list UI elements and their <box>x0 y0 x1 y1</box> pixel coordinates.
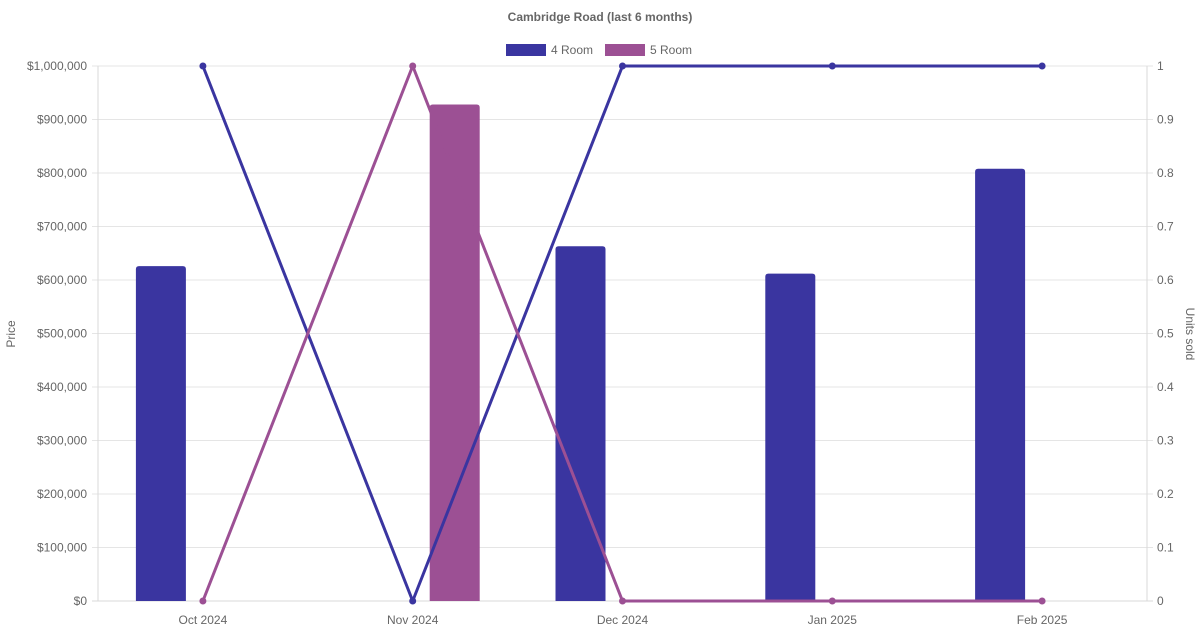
bar-4-room[interactable] <box>975 168 1026 601</box>
y-axis-left-ticks: $0 $100,000 $200,000 $300,000 $400,000 $500,0… <box>27 59 87 608</box>
x-tick-label: Dec 2024 <box>597 613 649 627</box>
y-axis-right-title: Units sold <box>1183 308 1197 361</box>
y-left-tick-label: $700,000 <box>37 220 87 234</box>
legend-swatch-5-room[interactable] <box>605 44 645 56</box>
y-right-tick-label: 0.1 <box>1157 541 1174 555</box>
legend-label-4-room[interactable]: 4 Room <box>551 43 593 57</box>
y-right-tick-label: 0.6 <box>1157 273 1174 287</box>
y-left-tick-label: $200,000 <box>37 487 87 501</box>
point-4-room[interactable] <box>619 62 626 70</box>
y-right-tick-label: 0.4 <box>1157 380 1174 394</box>
point-5-room[interactable] <box>199 597 207 605</box>
bar-5-room[interactable] <box>429 104 480 602</box>
chart-title: Cambridge Road (last 6 months) <box>508 10 693 24</box>
y-right-tick-label: 0.8 <box>1157 166 1174 180</box>
y-left-tick-label: $400,000 <box>37 380 87 394</box>
y-right-tick-label: 0.7 <box>1157 220 1174 234</box>
point-5-room[interactable] <box>409 62 417 70</box>
y-axis-right-ticks: 0 0.1 0.2 0.3 0.4 0.5 0.6 0.7 0.8 0.9 1 <box>1157 59 1174 608</box>
y-left-tick-label: $600,000 <box>37 273 87 287</box>
legend-label-5-room[interactable]: 5 Room <box>650 43 692 57</box>
y-left-tick-label: $900,000 <box>37 113 87 127</box>
y-right-tick-label: 0.9 <box>1157 113 1174 127</box>
legend: 4 Room 5 Room <box>506 43 692 57</box>
y-left-tick-label: $500,000 <box>37 327 87 341</box>
bars <box>135 104 1026 602</box>
y-left-tick-label: $0 <box>74 594 88 608</box>
x-tick-label: Oct 2024 <box>179 613 228 627</box>
point-4-room[interactable] <box>199 62 207 70</box>
y-left-tick-label: $100,000 <box>37 541 87 555</box>
points <box>199 62 1046 605</box>
legend-swatch-4-room[interactable] <box>506 44 546 56</box>
point-4-room[interactable] <box>409 597 417 605</box>
bar-4-room[interactable] <box>135 266 186 601</box>
x-tick-label: Feb 2025 <box>1017 613 1068 627</box>
point-5-room[interactable] <box>828 597 836 605</box>
grid <box>92 65 1153 602</box>
x-tick-label: Jan 2025 <box>808 613 858 627</box>
point-4-room[interactable] <box>1038 62 1046 70</box>
point-4-room[interactable] <box>828 62 836 70</box>
y-axis-left-title: Price <box>4 320 18 348</box>
y-right-tick-label: 1 <box>1157 59 1164 73</box>
point-5-room[interactable] <box>1038 597 1046 605</box>
point-5-room[interactable] <box>619 597 626 605</box>
bar-4-room[interactable] <box>765 273 816 601</box>
bar-4-room[interactable] <box>555 246 606 602</box>
y-right-tick-label: 0 <box>1157 594 1164 608</box>
x-tick-label: Nov 2024 <box>387 613 439 627</box>
y-right-tick-label: 0.5 <box>1157 327 1174 341</box>
y-left-tick-label: $800,000 <box>37 166 87 180</box>
x-axis-ticks: Oct 2024 Nov 2024 Dec 2024 Jan 2025 Feb 2025 <box>179 613 1068 627</box>
y-left-tick-label: $300,000 <box>37 434 87 448</box>
y-left-tick-label: $1,000,000 <box>27 59 87 73</box>
y-right-tick-label: 0.2 <box>1157 487 1174 501</box>
y-right-tick-label: 0.3 <box>1157 434 1174 448</box>
